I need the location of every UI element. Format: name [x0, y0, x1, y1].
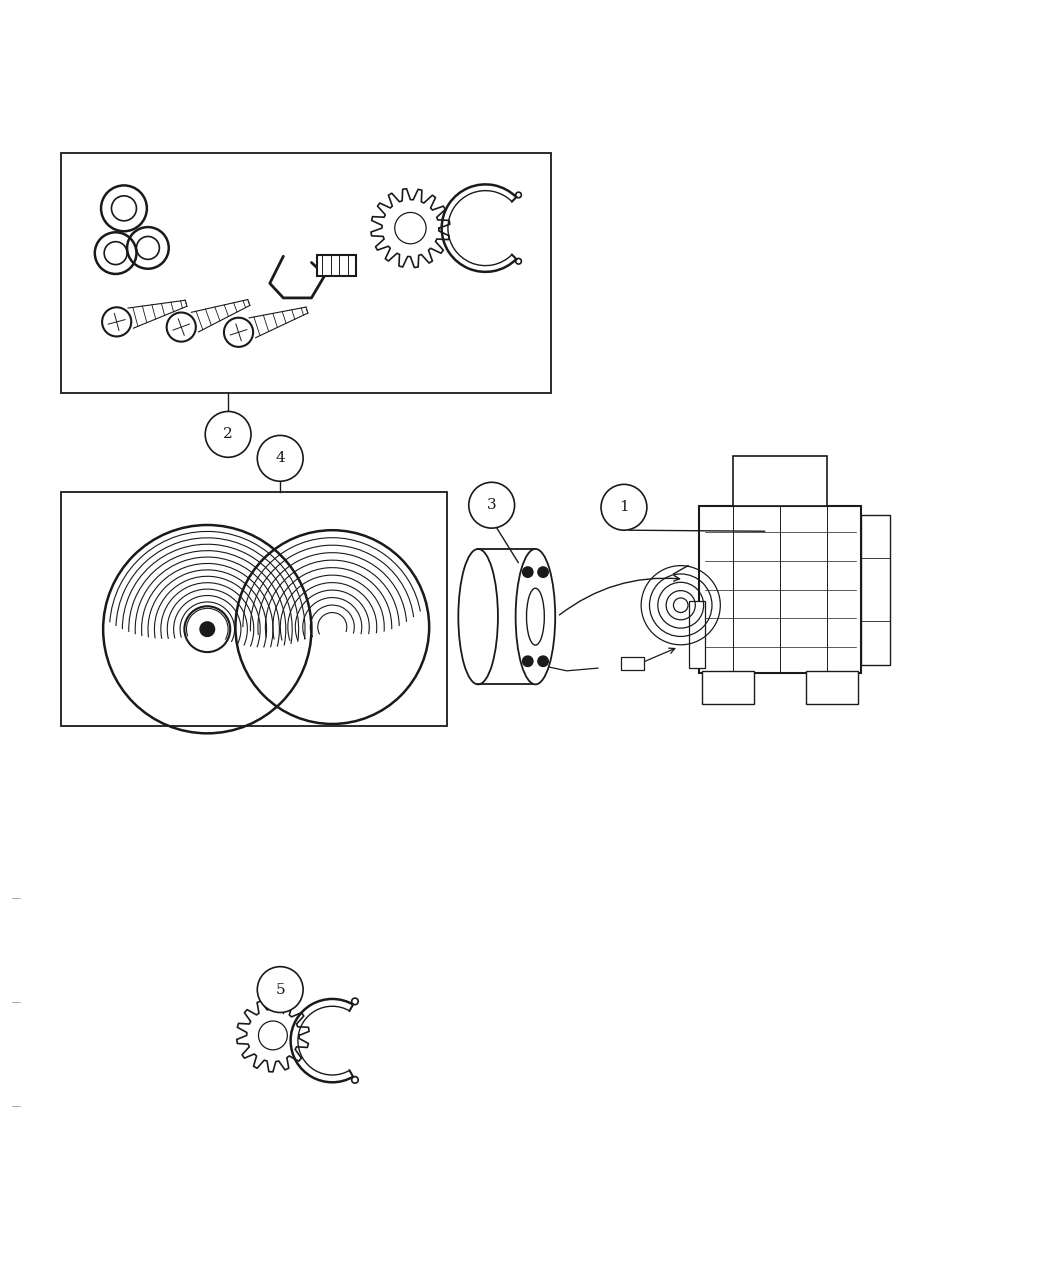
Circle shape — [523, 657, 533, 667]
Ellipse shape — [526, 588, 544, 645]
Circle shape — [468, 482, 514, 528]
Text: 4: 4 — [275, 451, 286, 465]
Ellipse shape — [516, 550, 555, 685]
Circle shape — [601, 484, 647, 530]
Text: 1: 1 — [620, 500, 629, 514]
Circle shape — [538, 567, 548, 578]
FancyBboxPatch shape — [699, 506, 861, 673]
Text: 5: 5 — [275, 983, 285, 997]
Bar — [62, 153, 551, 393]
Bar — [62, 492, 447, 725]
Bar — [317, 255, 356, 277]
Circle shape — [257, 436, 303, 481]
Text: 2: 2 — [224, 427, 233, 441]
Circle shape — [205, 412, 251, 458]
Circle shape — [200, 622, 214, 636]
Bar — [622, 658, 645, 669]
Circle shape — [257, 966, 303, 1012]
Ellipse shape — [459, 550, 498, 685]
Bar — [806, 671, 858, 704]
Bar — [733, 456, 827, 506]
Text: 3: 3 — [487, 499, 497, 513]
Circle shape — [523, 567, 533, 578]
Bar — [861, 515, 890, 664]
Bar — [689, 601, 705, 668]
Circle shape — [538, 657, 548, 667]
Bar — [702, 671, 754, 704]
